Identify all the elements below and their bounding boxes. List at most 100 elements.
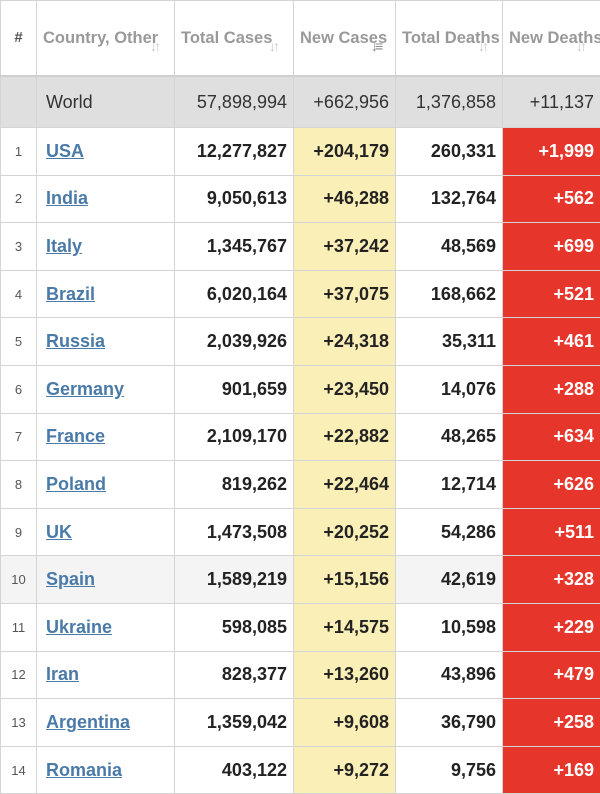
rank-cell: 11 bbox=[1, 603, 37, 651]
sort-arrows-icon[interactable]: ↓↑ bbox=[150, 37, 166, 55]
total-cases-cell: 1,359,042 bbox=[175, 699, 294, 747]
total-cases-cell: 901,659 bbox=[175, 365, 294, 413]
rank-cell: 4 bbox=[1, 270, 37, 318]
rank-cell: 14 bbox=[1, 746, 37, 794]
new-cases-cell: +23,450 bbox=[294, 365, 396, 413]
world-name-cell: World bbox=[37, 76, 175, 128]
new-cases-cell: +204,179 bbox=[294, 128, 396, 176]
country-cell: UK bbox=[37, 508, 175, 556]
total-cases-cell: 1,589,219 bbox=[175, 556, 294, 604]
header-row: # Country, Other ↓↑ Total Cases ↓↑ New C… bbox=[1, 1, 600, 77]
sort-arrows-icon[interactable]: ↓↑ bbox=[576, 37, 592, 55]
world-total-cases-cell: 57,898,994 bbox=[175, 76, 294, 128]
total-cases-cell: 12,277,827 bbox=[175, 128, 294, 176]
new-cases-cell: +46,288 bbox=[294, 175, 396, 223]
new-cases-header[interactable]: New Cases ↓≡ bbox=[294, 1, 396, 77]
new-cases-cell: +14,575 bbox=[294, 603, 396, 651]
rank-cell: 2 bbox=[1, 175, 37, 223]
country-link[interactable]: Spain bbox=[46, 569, 95, 589]
new-deaths-cell: +328 bbox=[503, 556, 600, 604]
total-cases-cell: 1,345,767 bbox=[175, 223, 294, 271]
country-link[interactable]: Poland bbox=[46, 474, 106, 494]
total-cases-header[interactable]: Total Cases ↓↑ bbox=[175, 1, 294, 77]
country-cell: Italy bbox=[37, 223, 175, 271]
country-link[interactable]: Romania bbox=[46, 760, 122, 780]
rank-cell: 8 bbox=[1, 461, 37, 509]
new-deaths-cell: +626 bbox=[503, 461, 600, 509]
new-cases-cell: +37,242 bbox=[294, 223, 396, 271]
country-link[interactable]: Ukraine bbox=[46, 617, 112, 637]
new-cases-cell: +24,318 bbox=[294, 318, 396, 366]
new-cases-cell: +20,252 bbox=[294, 508, 396, 556]
new-cases-cell: +22,464 bbox=[294, 461, 396, 509]
country-cell: Argentina bbox=[37, 699, 175, 747]
country-cell: Brazil bbox=[37, 270, 175, 318]
rank-cell: 7 bbox=[1, 413, 37, 461]
country-cell: Spain bbox=[37, 556, 175, 604]
total-deaths-cell: 43,896 bbox=[396, 651, 503, 699]
new-deaths-cell: +461 bbox=[503, 318, 600, 366]
new-cases-cell: +22,882 bbox=[294, 413, 396, 461]
rank-cell: 13 bbox=[1, 699, 37, 747]
total-deaths-cell: 260,331 bbox=[396, 128, 503, 176]
total-deaths-cell: 168,662 bbox=[396, 270, 503, 318]
rank-cell: 1 bbox=[1, 128, 37, 176]
total-deaths-cell: 12,714 bbox=[396, 461, 503, 509]
total-cases-cell: 2,109,170 bbox=[175, 413, 294, 461]
total-cases-cell: 6,020,164 bbox=[175, 270, 294, 318]
country-cell: Poland bbox=[37, 461, 175, 509]
new-deaths-cell: +634 bbox=[503, 413, 600, 461]
total-deaths-cell: 54,286 bbox=[396, 508, 503, 556]
rank-cell: 3 bbox=[1, 223, 37, 271]
country-cell: USA bbox=[37, 128, 175, 176]
total-deaths-cell: 10,598 bbox=[396, 603, 503, 651]
country-link[interactable]: France bbox=[46, 426, 105, 446]
new-deaths-cell: +479 bbox=[503, 651, 600, 699]
country-cell: Romania bbox=[37, 746, 175, 794]
country-link[interactable]: India bbox=[46, 188, 88, 208]
country-link[interactable]: UK bbox=[46, 522, 72, 542]
sort-arrows-icon[interactable]: ↓↑ bbox=[478, 37, 494, 55]
rank-cell: 12 bbox=[1, 651, 37, 699]
total-cases-cell: 828,377 bbox=[175, 651, 294, 699]
total-deaths-header[interactable]: Total Deaths ↓↑ bbox=[396, 1, 503, 77]
sort-descending-icon[interactable]: ↓≡ bbox=[371, 37, 387, 55]
country-link[interactable]: Russia bbox=[46, 331, 105, 351]
total-cases-cell: 1,473,508 bbox=[175, 508, 294, 556]
new-deaths-cell: +288 bbox=[503, 365, 600, 413]
country-link[interactable]: Brazil bbox=[46, 284, 95, 304]
country-cell: India bbox=[37, 175, 175, 223]
new-deaths-cell: +699 bbox=[503, 223, 600, 271]
country-cell: Ukraine bbox=[37, 603, 175, 651]
new-cases-cell: +13,260 bbox=[294, 651, 396, 699]
new-deaths-cell: +169 bbox=[503, 746, 600, 794]
world-new-cases-cell: +662,956 bbox=[294, 76, 396, 128]
total-cases-cell: 819,262 bbox=[175, 461, 294, 509]
total-deaths-cell: 36,790 bbox=[396, 699, 503, 747]
country-link[interactable]: Argentina bbox=[46, 712, 130, 732]
world-row: World 57,898,994 +662,956 1,376,858 +11,… bbox=[1, 76, 600, 128]
total-deaths-cell: 132,764 bbox=[396, 175, 503, 223]
sort-arrows-icon[interactable]: ↓↑ bbox=[269, 37, 285, 55]
new-deaths-cell: +521 bbox=[503, 270, 600, 318]
new-deaths-cell: +511 bbox=[503, 508, 600, 556]
country-link[interactable]: Iran bbox=[46, 664, 79, 684]
new-deaths-header[interactable]: New Deaths ↓↑ bbox=[503, 1, 600, 77]
rank-header[interactable]: # bbox=[1, 1, 37, 77]
country-cell: France bbox=[37, 413, 175, 461]
country-header[interactable]: Country, Other ↓↑ bbox=[37, 1, 175, 77]
country-link[interactable]: Germany bbox=[46, 379, 124, 399]
rank-cell: 5 bbox=[1, 318, 37, 366]
country-link[interactable]: Italy bbox=[46, 236, 82, 256]
country-link[interactable]: USA bbox=[46, 141, 84, 161]
